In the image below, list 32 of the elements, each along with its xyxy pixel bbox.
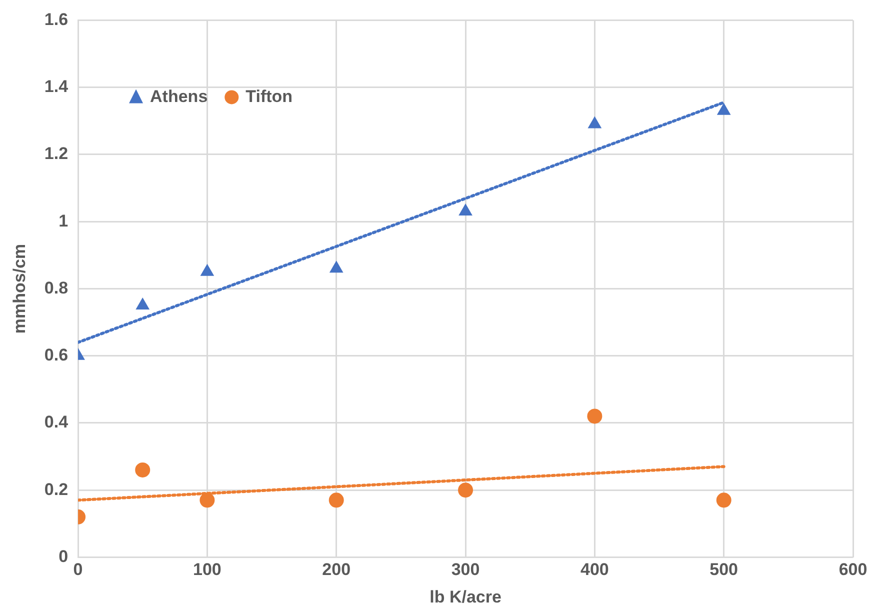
point [587,408,602,424]
x-tick-label: 400 [580,560,609,580]
point [716,492,732,508]
x-axis-title: lb K/acre [430,587,502,606]
y-tick-label: 0 [58,546,68,566]
x-tick-label: 500 [710,560,738,580]
x-tick-label: 300 [451,560,480,580]
point [458,482,474,498]
legend-label: Tifton [246,86,293,106]
legend-label: Athens [150,86,208,106]
point [136,298,150,310]
y-tick-label: 0.6 [44,346,68,365]
y-tick-label: 1.2 [44,144,68,164]
point [458,204,472,216]
point [717,103,730,115]
y-tick-label: 0.8 [44,278,68,298]
x-tick-label: 600 [838,560,868,580]
point [135,462,150,478]
y-tick-label: 0.2 [44,480,68,499]
y-tick-label: 1.4 [44,77,69,96]
point [328,492,344,508]
x-tick-label: 100 [193,560,222,580]
point [588,116,602,128]
y-tick-label: 1.6 [44,10,68,29]
y-tick-label: 1 [58,211,68,230]
point [200,492,215,508]
point [330,261,343,273]
x-tick-label: 0 [73,560,83,580]
point [200,264,214,276]
x-tick-label: 200 [322,560,351,580]
y-tick-label: 0.4 [44,412,69,432]
y-axis-title: mmhos/cm [10,244,29,334]
